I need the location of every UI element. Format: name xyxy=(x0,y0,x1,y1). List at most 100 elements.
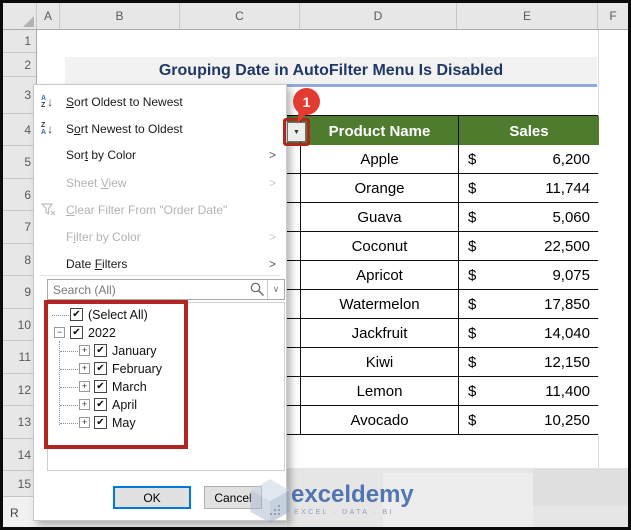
tree-item-january[interactable]: + ✔ January xyxy=(48,342,284,360)
menu-item-sheet-view: Sheet View > xyxy=(66,175,276,190)
tree-item-select-all[interactable]: ✔ (Select All) xyxy=(48,306,284,324)
row-header-7[interactable]: 7 xyxy=(3,211,36,244)
menu-item-sort-oldest-to-newest[interactable]: A Z ↓ Sort Oldest to Newest xyxy=(41,94,183,109)
search-scope-dropdown[interactable]: ∨ xyxy=(267,280,284,299)
product-cell: Watermelon xyxy=(301,290,458,318)
row-header-8[interactable]: 8 xyxy=(3,244,36,276)
sales-header: Sales xyxy=(459,116,599,146)
row-header-13[interactable]: 13 xyxy=(3,406,36,439)
currency-symbol: $ xyxy=(468,179,477,197)
menu-separator xyxy=(40,275,280,276)
filter-search-box: ∨ xyxy=(47,279,285,300)
resize-grip[interactable] xyxy=(278,513,280,515)
column-header-a[interactable]: A xyxy=(37,3,60,29)
tree-connector xyxy=(60,405,78,406)
column-header-f[interactable]: F xyxy=(609,9,617,23)
menu-item-sort-newest-to-oldest[interactable]: Z A ↓ Sort Newest to Oldest xyxy=(41,121,183,136)
sales-cell: $17,850 xyxy=(459,290,599,318)
table-cell xyxy=(286,203,300,231)
table-cell xyxy=(286,377,300,405)
column-header-strip: A B C D E F xyxy=(3,3,628,30)
row-header-2[interactable]: 2 xyxy=(3,53,36,77)
checkbox-checked[interactable]: ✔ xyxy=(94,344,107,357)
submenu-chevron-icon: > xyxy=(268,256,276,271)
sales-cell: $14,040 xyxy=(459,319,599,347)
collapse-expander-icon[interactable]: − xyxy=(54,327,65,338)
table-cell xyxy=(286,261,300,289)
tree-connector xyxy=(60,387,78,388)
sales-value: 6,200 xyxy=(552,150,590,168)
annotation-step-number: 1 xyxy=(302,93,311,110)
row-header-11[interactable]: 11 xyxy=(3,341,36,374)
column-header-b[interactable]: B xyxy=(60,3,180,29)
row-header-15[interactable]: 15 xyxy=(3,471,36,497)
menu-item-sort-by-color[interactable]: Sort by Color > xyxy=(66,147,276,162)
column-header-e[interactable]: E xyxy=(457,3,598,29)
expand-expander-icon[interactable]: + xyxy=(79,381,90,392)
tree-connector xyxy=(52,315,69,316)
tree-item-may[interactable]: + ✔ May xyxy=(48,414,284,432)
tree-item-march[interactable]: + ✔ March xyxy=(48,378,284,396)
sort-az-icon: A Z ↓ xyxy=(41,94,54,109)
table-cell xyxy=(286,290,300,318)
filter-values-list: ✔ (Select All) − ✔ 2022 + ✔ January + ✔ … xyxy=(47,302,285,471)
column-header-d[interactable]: D xyxy=(300,3,457,29)
product-cell: Apple xyxy=(301,145,458,173)
menu-item-date-filters[interactable]: Date Filters > xyxy=(66,256,276,271)
row-header-10[interactable]: 10 xyxy=(3,309,36,341)
currency-symbol: $ xyxy=(468,295,477,313)
tree-connector xyxy=(60,351,78,352)
checkbox-checked[interactable]: ✔ xyxy=(94,398,107,411)
product-cell: Apricot xyxy=(301,261,458,289)
expand-expander-icon[interactable]: + xyxy=(79,345,90,356)
menu-item-filter-by-color: Filter by Color > xyxy=(66,229,276,244)
background-block xyxy=(383,473,533,527)
sales-cell: $22,500 xyxy=(459,232,599,260)
currency-symbol: $ xyxy=(468,353,477,371)
column-header-c[interactable]: C xyxy=(180,3,300,29)
table-cell xyxy=(286,348,300,376)
sales-value: 14,040 xyxy=(544,324,590,342)
expand-expander-icon[interactable]: + xyxy=(79,363,90,374)
submenu-chevron-icon: > xyxy=(268,229,276,244)
status-text: R xyxy=(10,506,19,520)
ok-button[interactable]: OK xyxy=(113,486,191,509)
sort-za-icon: Z A ↓ xyxy=(41,121,54,136)
submenu-chevron-icon: > xyxy=(268,147,276,162)
select-all-corner[interactable] xyxy=(3,3,37,29)
checkbox-checked[interactable]: ✔ xyxy=(94,362,107,375)
row-header-5[interactable]: 5 xyxy=(3,146,36,179)
sales-cell: $12,150 xyxy=(459,348,599,376)
page-title: Grouping Date in AutoFilter Menu Is Disa… xyxy=(158,61,504,79)
row-header-6[interactable]: 6 xyxy=(3,179,36,211)
expand-expander-icon[interactable]: + xyxy=(79,417,90,428)
product-cell: Orange xyxy=(301,174,458,202)
checkbox-checked[interactable]: ✔ xyxy=(94,380,107,393)
row-header-9[interactable]: 9 xyxy=(3,276,36,309)
product-cell: Lemon xyxy=(301,377,458,405)
chevron-down-icon: ∨ xyxy=(272,284,280,294)
checkbox-checked[interactable]: ✔ xyxy=(94,416,107,429)
annotation-box-tree xyxy=(44,300,188,449)
product-cell: Kiwi xyxy=(301,348,458,376)
tree-item-april[interactable]: + ✔ April xyxy=(48,396,284,414)
row-header-1[interactable]: 1 xyxy=(3,30,36,53)
checkbox-checked[interactable]: ✔ xyxy=(70,308,83,321)
row-header-4[interactable]: 4 xyxy=(3,114,36,146)
row-header-12[interactable]: 12 xyxy=(3,374,36,406)
product-name-header: Product Name xyxy=(301,116,458,146)
corner-triangle-icon xyxy=(23,16,34,27)
checkbox-checked[interactable]: ✔ xyxy=(70,326,83,339)
tree-item-2022[interactable]: − ✔ 2022 xyxy=(48,324,284,342)
sales-value: 10,250 xyxy=(544,411,590,429)
tree-item-february[interactable]: + ✔ February xyxy=(48,360,284,378)
search-input[interactable] xyxy=(47,279,285,300)
expand-expander-icon[interactable]: + xyxy=(79,399,90,410)
sales-cell: $10,250 xyxy=(459,406,599,434)
table-cell xyxy=(286,145,300,173)
row-header-14[interactable]: 14 xyxy=(3,439,36,471)
filter-dropdown-button[interactable]: ▼ xyxy=(287,122,306,142)
cancel-button[interactable]: Cancel xyxy=(204,486,262,509)
row-header-3[interactable]: 3 xyxy=(3,77,36,114)
